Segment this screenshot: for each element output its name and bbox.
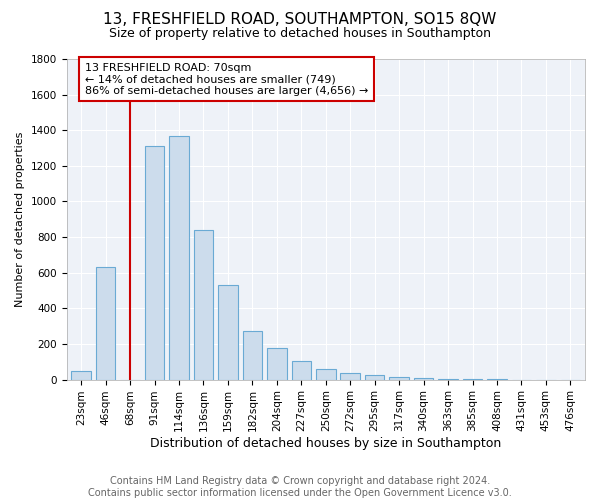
Bar: [218, 285, 238, 380]
Bar: [145, 146, 164, 380]
Text: Contains HM Land Registry data © Crown copyright and database right 2024.
Contai: Contains HM Land Registry data © Crown c…: [88, 476, 512, 498]
Bar: [316, 369, 335, 380]
Text: 13 FRESHFIELD ROAD: 70sqm
← 14% of detached houses are smaller (749)
86% of semi: 13 FRESHFIELD ROAD: 70sqm ← 14% of detac…: [85, 62, 368, 96]
Bar: [96, 268, 115, 380]
Bar: [71, 370, 91, 380]
Y-axis label: Number of detached properties: Number of detached properties: [15, 132, 25, 307]
Bar: [389, 377, 409, 380]
Bar: [242, 330, 262, 380]
Text: Size of property relative to detached houses in Southampton: Size of property relative to detached ho…: [109, 28, 491, 40]
Bar: [438, 378, 458, 380]
Bar: [169, 136, 189, 380]
Bar: [365, 375, 385, 380]
Bar: [340, 374, 360, 380]
X-axis label: Distribution of detached houses by size in Southampton: Distribution of detached houses by size …: [150, 437, 502, 450]
Bar: [267, 348, 287, 380]
Bar: [292, 361, 311, 380]
Bar: [414, 378, 433, 380]
Bar: [194, 230, 213, 380]
Text: 13, FRESHFIELD ROAD, SOUTHAMPTON, SO15 8QW: 13, FRESHFIELD ROAD, SOUTHAMPTON, SO15 8…: [103, 12, 497, 28]
